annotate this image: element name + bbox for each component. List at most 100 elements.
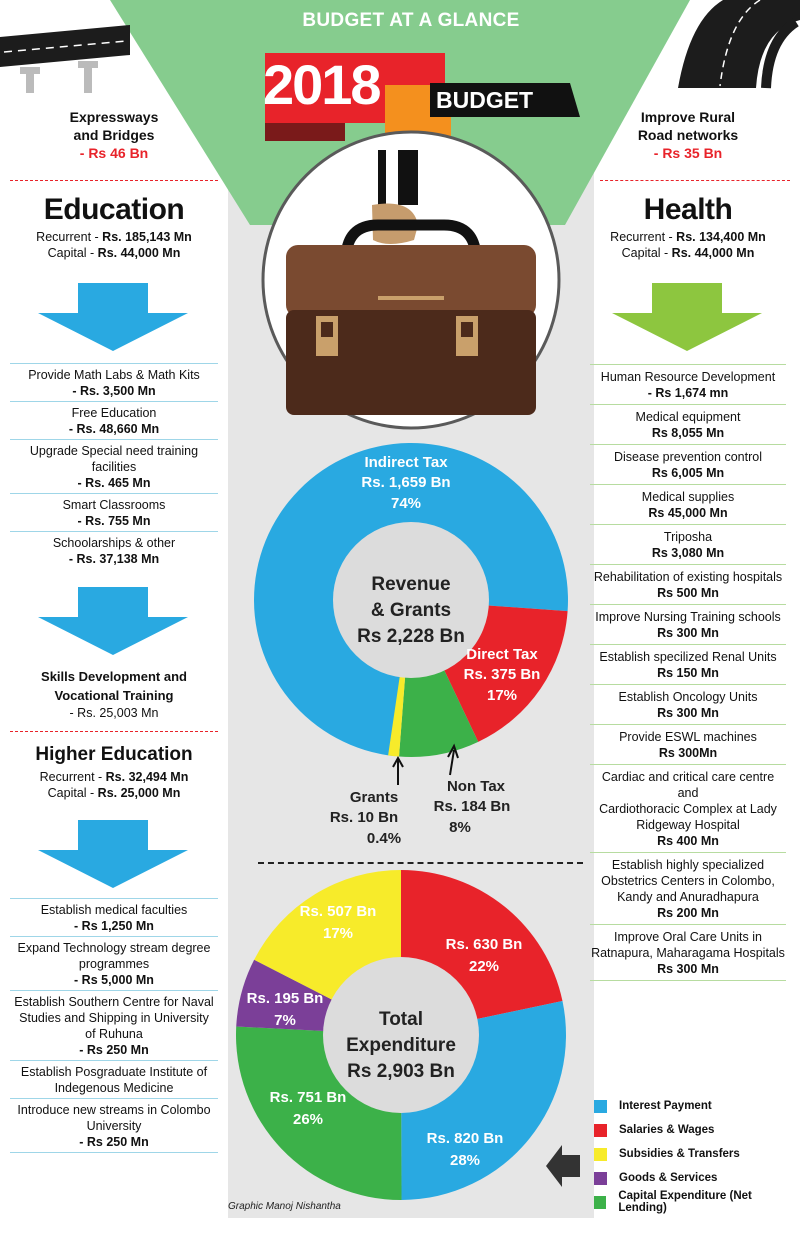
skills-line1: Skills Development and — [41, 669, 187, 684]
item-amount: - Rs. 48,660 Mn — [68, 422, 160, 436]
higher-education-recurrent: Recurrent - Rs. 32,494 Mn — [39, 770, 189, 784]
revenue-center-subtitle: & Grants — [371, 600, 451, 621]
health-capital: Capital - Rs. 44,000 Mn — [621, 246, 755, 260]
expenditure-value-label: Rs. 630 Bn — [446, 936, 523, 953]
item-amount: - Rs 250 Mn — [79, 1135, 149, 1149]
education-title: Education — [43, 193, 185, 226]
item-amount: - Rs 1,250 Mn — [74, 919, 154, 933]
list-item: Provide Math Labs & Math Kits - Rs. 3,500… — [10, 363, 218, 401]
item-label: Establish highly specialized — [611, 858, 765, 872]
left-divider — [10, 180, 218, 181]
graphic-credit: Graphic Manoj Nishantha — [228, 1201, 341, 1212]
higher-education-capital: Capital - Rs. 25,000 Mn — [47, 786, 181, 800]
list-item: Medical supplies Rs 45,000 Mn — [590, 484, 786, 524]
list-item: Cardiac and critical care centre and Card… — [590, 764, 786, 852]
rural-road-amount: - Rs 35 Bn — [653, 145, 723, 161]
expressways-line2: and Bridges — [73, 127, 155, 143]
item-label: Disease prevention control — [614, 450, 762, 464]
item-label: Indegenous Medicine — [54, 1081, 174, 1095]
grants-label: Grants — [350, 789, 398, 806]
health-arrow-icon — [612, 283, 762, 351]
revenue-center-total: Rs 2,228 Bn — [357, 626, 465, 647]
legend-swatch — [594, 1099, 607, 1113]
expenditure-pct-label: 22% — [469, 958, 499, 975]
skills-section: Skills Development and Vocational Traini… — [10, 667, 218, 721]
item-label: Ratnapura, Maharagama Hospitals — [591, 946, 785, 960]
education-items: Provide Math Labs & Math Kits - Rs. 3,500… — [10, 363, 218, 569]
item-label: Medical equipment — [635, 410, 741, 424]
higher-education-arrow-icon — [38, 820, 188, 888]
non-tax-pointer-icon — [447, 743, 459, 776]
header-title: BUDGET AT A GLANCE — [302, 10, 520, 31]
legend-item: Interest Payment — [594, 1094, 794, 1118]
item-amount: - Rs. 37,138 Mn — [68, 552, 160, 566]
education-recurrent: Recurrent - Rs. 185,143 Mn — [36, 230, 192, 244]
legend-item: Goods & Services — [594, 1166, 794, 1190]
non-tax-value: Rs. 184 Bn — [434, 798, 511, 815]
item-label: Free Education — [71, 406, 157, 420]
legend-swatch — [594, 1123, 607, 1137]
list-item: Rehabilitation of existing hospitals Rs 5… — [590, 564, 786, 604]
item-amount: Rs 8,055 Mn — [651, 426, 725, 440]
item-label: Obstetrics Centers in Colombo, — [601, 874, 775, 888]
item-label: Human Resource Development — [600, 370, 776, 384]
budget-2018-logo — [265, 53, 580, 147]
list-item: Improve Oral Care Units in Ratnapura, Mah… — [590, 924, 786, 981]
list-item: Establish specilized Renal Units Rs 150 M… — [590, 644, 786, 684]
item-amount: Rs 200 Mn — [657, 906, 719, 920]
item-amount: Rs 400 Mn — [657, 834, 719, 848]
expressway-icon — [0, 25, 130, 93]
expenditure-pct-label: 7% — [274, 1012, 296, 1029]
health-recurrent: Recurrent - Rs. 134,400 Mn — [610, 230, 766, 244]
legend-item: Subsidies & Transfers — [594, 1142, 794, 1166]
item-label: Schoolarships & other — [52, 536, 176, 550]
item-label: Establish Posgraduate Institute of — [20, 1065, 208, 1079]
non-tax-pct: 8% — [449, 819, 471, 836]
rural-road-line1: Improve Rural — [640, 109, 736, 125]
item-label: Improve Nursing Training schools — [595, 610, 781, 624]
list-item: Triposha Rs 3,080 Mn — [590, 524, 786, 564]
rural-road-line2: Road networks — [637, 127, 739, 143]
list-item: Establish Southern Centre for Naval Studi… — [10, 990, 218, 1060]
item-label: Establish Southern Centre for Naval — [14, 995, 214, 1009]
item-label: Medical supplies — [641, 490, 735, 504]
list-item: Free Education - Rs. 48,660 Mn — [10, 401, 218, 439]
education-arrow-icon — [38, 283, 188, 351]
list-item: Disease prevention control Rs 6,005 Mn — [590, 444, 786, 484]
item-amount: - Rs. 465 Mn — [77, 476, 151, 490]
expenditure-value-label: Rs. 820 Bn — [427, 1130, 504, 1147]
revenue-pie-chart: Revenue & Grants Rs 2,228 Bn Indirect Tax Rs… — [254, 443, 569, 847]
rural-road-label: Improve Rural Road networks - Rs 35 Bn — [590, 108, 786, 162]
item-label: Ridgeway Hospital — [636, 818, 740, 832]
expenditure-legend: Interest Payment Salaries & Wages Subsidie… — [594, 1094, 794, 1214]
grants-value: Rs. 10 Bn — [330, 809, 398, 826]
right-divider — [600, 180, 790, 181]
health-title: Health — [643, 193, 733, 226]
expressways-label: Expressways and Bridges - Rs 46 Bn — [10, 108, 218, 162]
item-label: Cardiac and critical care centre and — [601, 770, 775, 800]
legend-item: Capital Expenditure (Net Lending) — [594, 1190, 794, 1214]
item-amount: Rs 300 Mn — [657, 962, 719, 976]
higher-education-items: Establish medical faculties - Rs 1,250 Mn… — [10, 898, 218, 1153]
item-label: Provide ESWL machines — [619, 730, 757, 744]
list-item: Expand Technology stream degree programme… — [10, 936, 218, 990]
list-item: Establish Oncology Units Rs 300 Mn — [590, 684, 786, 724]
item-label: Triposha — [663, 530, 713, 544]
rural-road-icon — [678, 0, 800, 89]
briefcase-illustration — [261, 130, 561, 430]
direct-tax-pct: 17% — [487, 687, 517, 704]
item-label: Kandy and Anuradhapura — [617, 890, 759, 904]
item-label: Cardiothoracic Complex at Lady — [599, 802, 777, 816]
skills-divider — [10, 731, 218, 732]
expenditure-donut-hole — [323, 957, 479, 1113]
item-label: programmes — [78, 957, 150, 971]
item-label: Smart Classrooms — [62, 498, 166, 512]
skills-line2: Vocational Training — [54, 688, 174, 703]
legend-label: Subsidies & Transfers — [619, 1148, 740, 1160]
item-amount: Rs 300 Mn — [657, 626, 719, 640]
chart-divider — [258, 862, 583, 864]
revenue-donut-hole — [333, 522, 489, 678]
list-item: Upgrade Special need training facilities… — [10, 439, 218, 493]
item-label: Provide Math Labs & Math Kits — [28, 368, 200, 382]
direct-tax-label: Direct Tax — [466, 646, 538, 663]
